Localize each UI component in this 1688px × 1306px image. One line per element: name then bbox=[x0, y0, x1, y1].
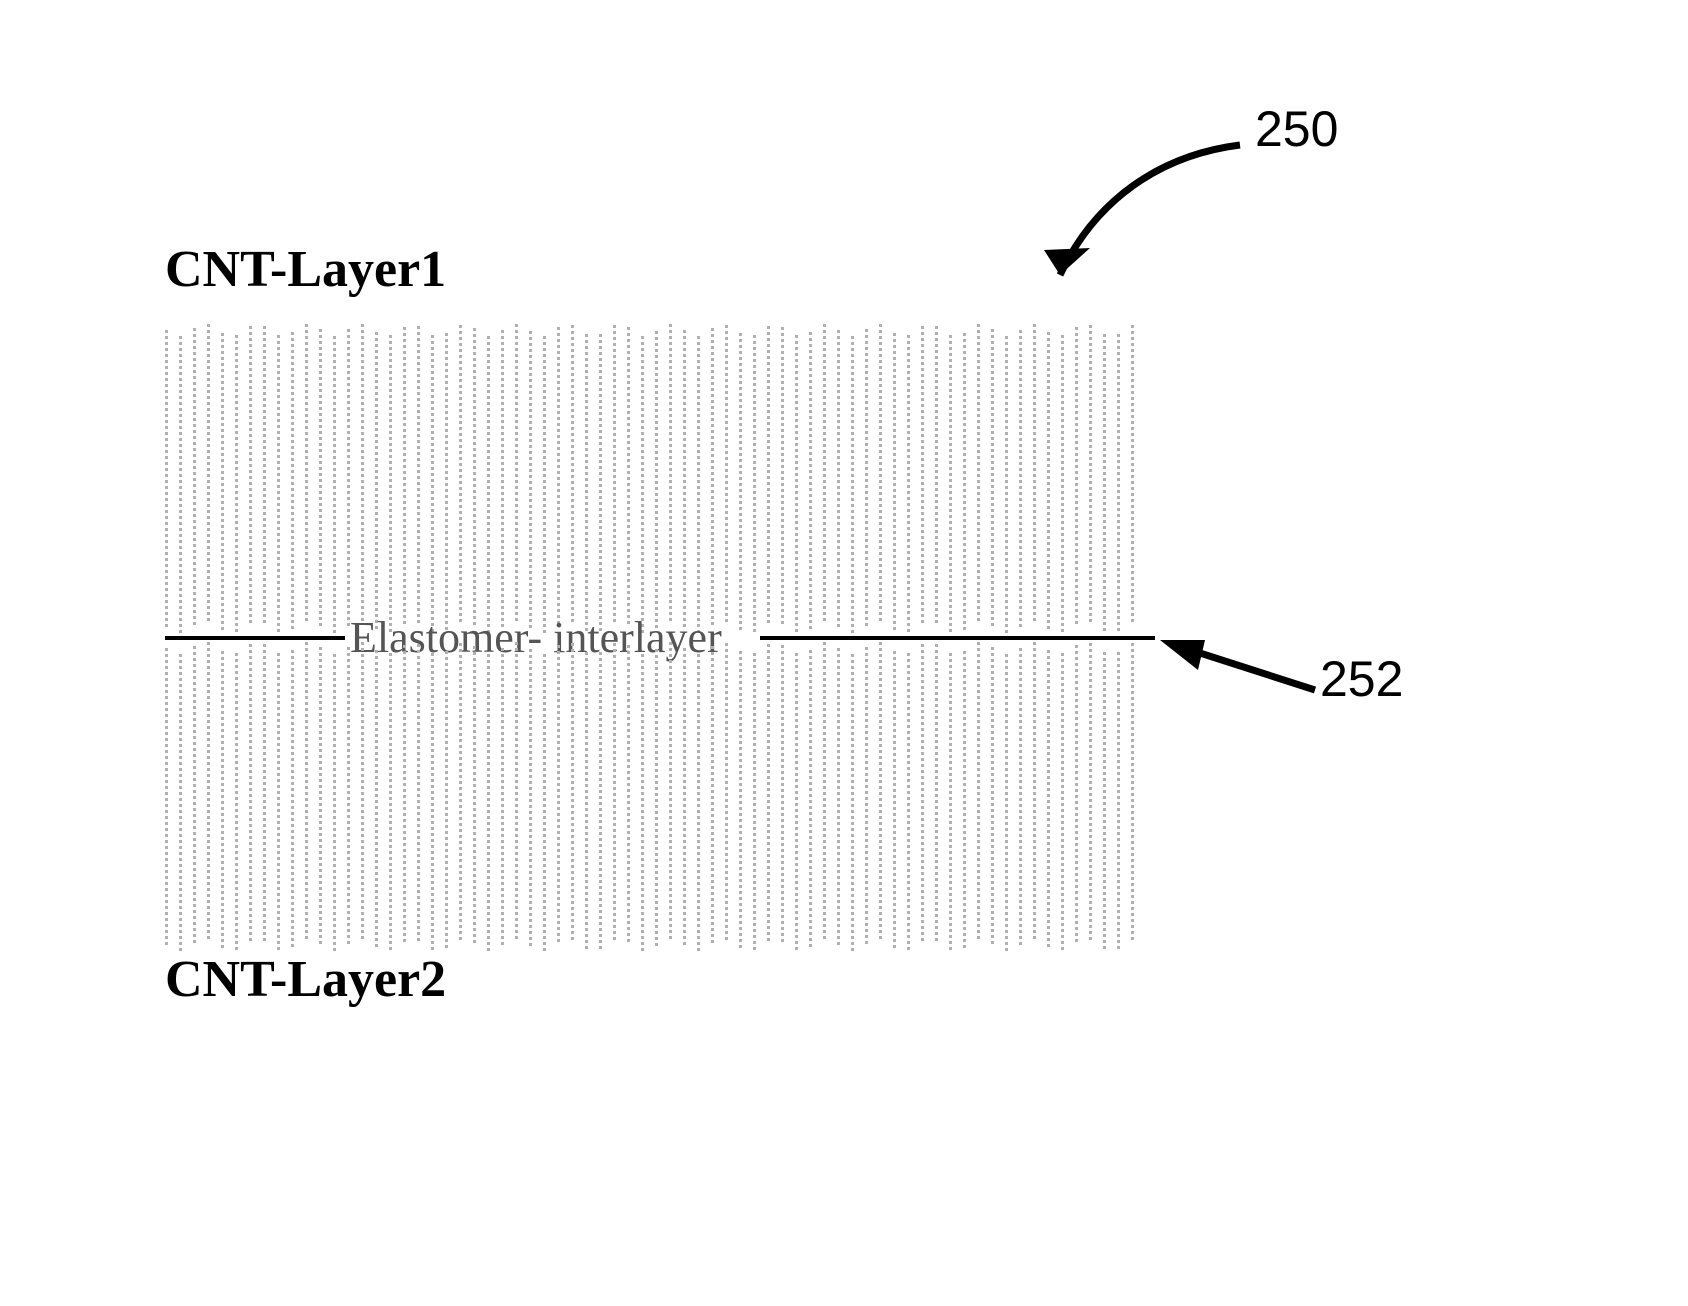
arrow-252 bbox=[0, 0, 1688, 1306]
figure-container: 250 CNT-Layer1 Elastomer- interlayer CNT… bbox=[0, 0, 1688, 1306]
